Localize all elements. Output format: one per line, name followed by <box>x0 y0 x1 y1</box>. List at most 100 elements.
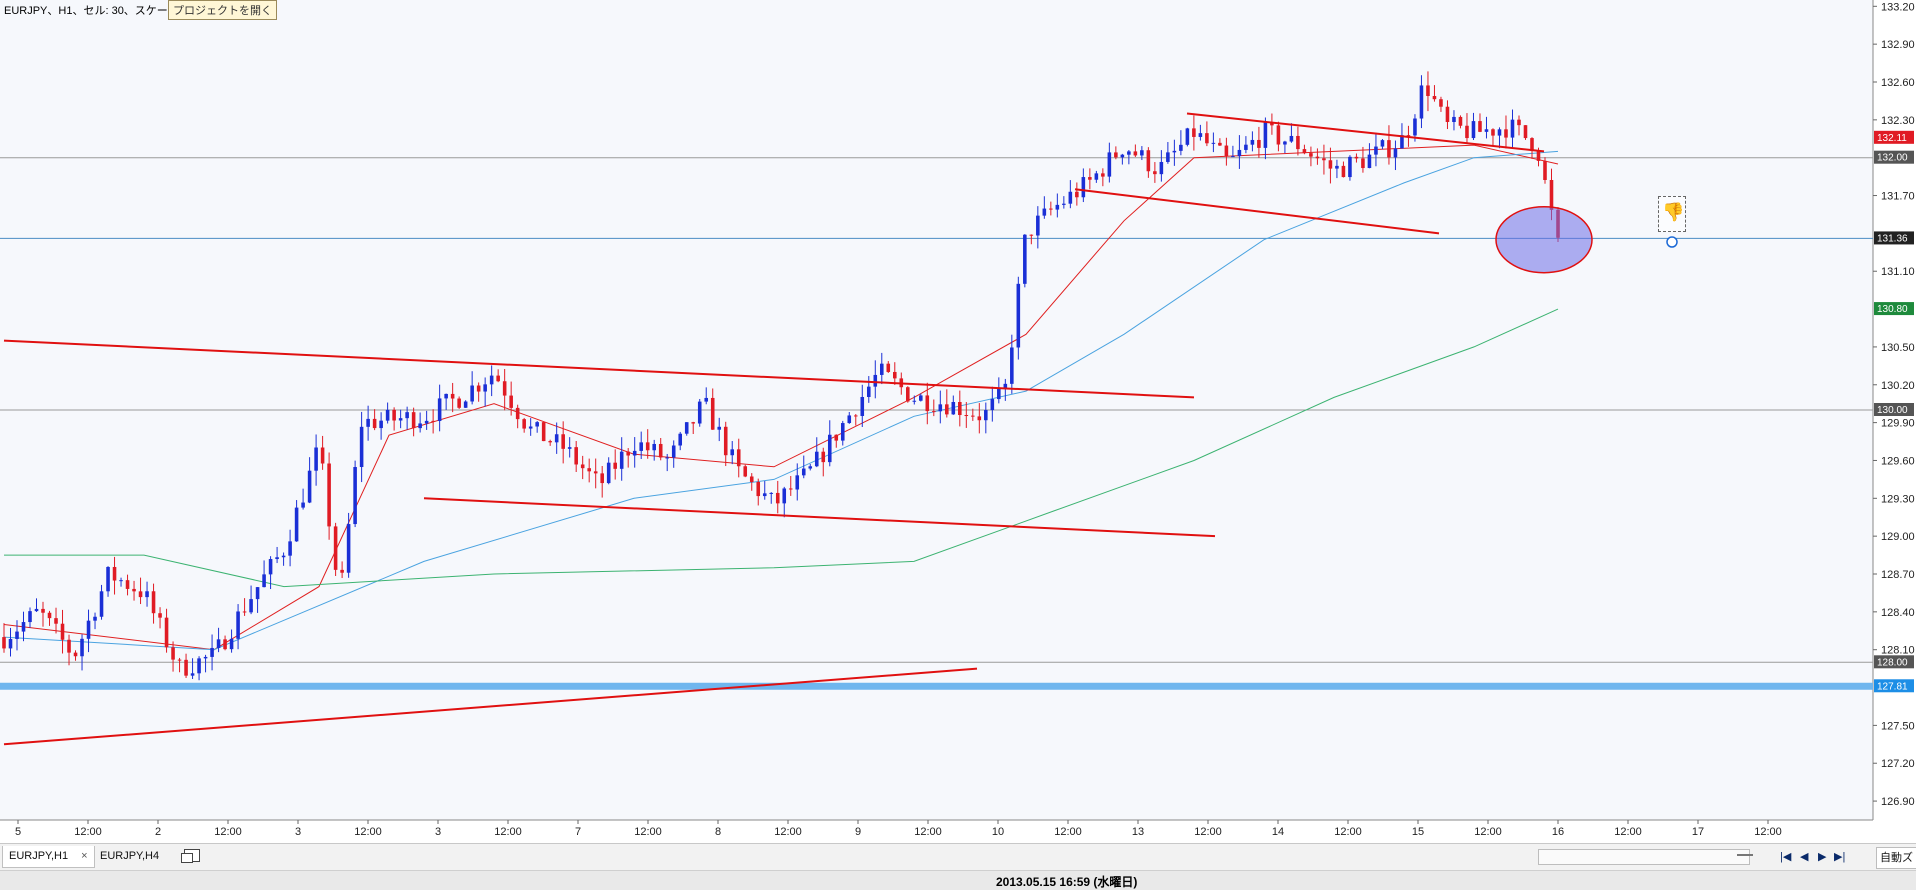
time-tick-label: 12:00 <box>1754 826 1782 838</box>
auto-zoom-button[interactable]: 自動ズーム <box>1876 847 1916 869</box>
price-tick-label: 131.10 <box>1881 266 1915 278</box>
candle-body <box>984 410 988 421</box>
candle-body <box>1530 138 1534 152</box>
candle-body <box>1413 118 1417 136</box>
candle-body <box>840 423 845 441</box>
candle-body <box>1380 140 1385 147</box>
chart-area[interactable]: 133.20 132.90 132.60 132.30 131.70 131.10 130.… <box>0 0 1916 840</box>
candle-body <box>1016 283 1021 348</box>
price-tick-label: 129.30 <box>1881 493 1915 505</box>
tab-eurjpy-h4[interactable]: EURJPY,H4 <box>94 846 165 867</box>
candle-body <box>106 566 110 592</box>
candle-body <box>242 611 247 613</box>
candle-body <box>1523 125 1528 139</box>
price-chart[interactable]: 133.20 132.90 132.60 132.30 131.70 131.10 130.… <box>0 0 1916 840</box>
candle-body <box>1484 129 1489 132</box>
candle-body <box>522 419 526 429</box>
candle-body <box>1419 85 1424 119</box>
highlight-ellipse[interactable] <box>1495 205 1678 274</box>
price-tick-label: 126.90 <box>1881 796 1915 808</box>
candle-body <box>879 363 884 375</box>
candle-body <box>203 656 208 659</box>
thumbs-down-alert[interactable]: 👎 <box>1658 196 1686 232</box>
nav-first-icon[interactable]: |◀ <box>1780 851 1792 863</box>
candle-body <box>925 395 930 412</box>
candle-body <box>1231 156 1235 158</box>
candle-body <box>515 407 520 420</box>
candle-body <box>1341 165 1346 178</box>
candle-body <box>1010 347 1014 384</box>
price-tick-label: 132.60 <box>1881 77 1915 89</box>
tab-eurjpy-h1[interactable]: EURJPY,H1 × <box>2 846 95 868</box>
price-tick-label: 131.70 <box>1881 191 1915 203</box>
horizontal-lines <box>0 157 1873 690</box>
candle-body <box>548 441 552 443</box>
time-axis[interactable]: 5 12:00 2 12:00 3 12:00 3 12:00 7 12:00 8 12:00 9 12:… <box>15 820 1782 838</box>
anchor-handle <box>1666 236 1678 248</box>
candle-body <box>821 451 826 463</box>
candle-body <box>535 422 539 427</box>
tab-close-icon[interactable]: × <box>81 850 88 862</box>
trendlines[interactable] <box>3 112 1545 746</box>
time-tick-label: 14 <box>1272 826 1284 838</box>
time-tick-label: 13 <box>1132 826 1144 838</box>
candle-body <box>1432 96 1437 100</box>
candle-body <box>67 639 71 653</box>
candle-body <box>1068 191 1073 204</box>
horizontal-scrollbar[interactable] <box>1538 849 1753 865</box>
candle-body <box>457 398 461 408</box>
candle-body <box>541 422 546 442</box>
candle-body <box>932 411 936 413</box>
price-tick-label: 132.30 <box>1881 115 1915 127</box>
moving-average-slow <box>4 308 1559 588</box>
candle-body <box>1062 203 1066 205</box>
candle-body <box>28 611 32 623</box>
candle-body <box>1367 154 1372 169</box>
candle-body <box>1263 122 1268 148</box>
candle-body <box>210 647 214 657</box>
candle-body <box>951 402 956 415</box>
nav-prev-icon[interactable]: ◀ <box>1800 851 1809 863</box>
candle-body <box>372 418 377 429</box>
candle-body <box>1075 191 1079 198</box>
nav-last-icon[interactable]: ▶| <box>1834 851 1846 863</box>
price-marker-badge <box>1874 130 1914 144</box>
candle-body <box>554 434 559 443</box>
candle-body <box>626 451 630 456</box>
candle-body <box>1023 234 1027 284</box>
candle-body <box>158 613 162 618</box>
price-tick-label: 130.50 <box>1881 342 1915 354</box>
candle-body <box>906 387 910 402</box>
time-tick-label: 12:00 <box>1334 826 1362 838</box>
nav-next-icon[interactable]: ▶ <box>1818 851 1827 863</box>
candle-body <box>1536 151 1541 161</box>
candle-body <box>340 569 344 573</box>
price-tick-label: 132.90 <box>1881 39 1915 51</box>
candle-body <box>255 587 260 600</box>
candle-body <box>60 623 65 640</box>
candle-body <box>723 426 728 456</box>
candle-body <box>1400 135 1404 149</box>
candle-body <box>697 401 702 424</box>
candle-body <box>73 652 78 657</box>
price-tick-label: 129.90 <box>1881 418 1915 430</box>
candle-body <box>1244 144 1248 150</box>
scrollbar-thumb[interactable] <box>1737 854 1753 856</box>
candle-body <box>398 418 403 421</box>
price-tick-label: 129.00 <box>1881 531 1915 543</box>
candle-body <box>346 524 351 573</box>
candle-body <box>1270 122 1274 126</box>
candle-body <box>444 393 448 399</box>
candle-body <box>145 591 149 598</box>
candle-body <box>93 616 97 621</box>
price-marker-label: 128.00 <box>1877 657 1908 668</box>
candle-body <box>216 639 221 648</box>
candle-body <box>892 371 897 379</box>
candle-body <box>658 443 663 458</box>
candle-body <box>1393 148 1398 158</box>
new-window-icon[interactable] <box>181 849 200 863</box>
candle-body <box>112 566 117 581</box>
price-axis[interactable]: 133.20 132.90 132.60 132.30 131.70 131.10 130.… <box>1873 1 1915 808</box>
candle-body <box>197 658 201 674</box>
time-tick-label: 9 <box>855 826 861 838</box>
